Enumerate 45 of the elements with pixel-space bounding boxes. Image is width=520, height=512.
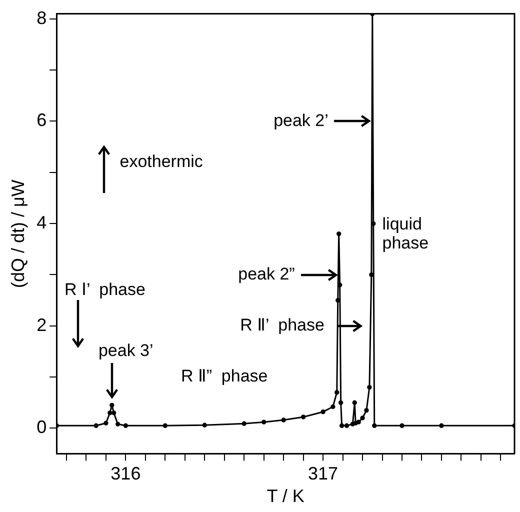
point (372, 423, 377, 428)
point (123, 423, 128, 428)
y-tick-label: 4 (36, 212, 47, 233)
point (110, 402, 114, 408)
point (104, 420, 108, 426)
point (94, 423, 98, 428)
y-axis-title: (dQ / dt) / μW (8, 180, 28, 288)
y-tick-label: 2 (36, 314, 47, 335)
annotation: peak 3’ (98, 340, 154, 360)
x-tick-label: 317 (308, 464, 338, 484)
x-tick-label: 316 (110, 464, 141, 484)
point (364, 408, 369, 413)
point (320, 409, 326, 414)
point (344, 423, 350, 428)
point (242, 421, 246, 426)
point (338, 400, 344, 405)
point (360, 416, 365, 420)
point (261, 420, 266, 424)
x-axis-title: T / K (266, 486, 304, 506)
y-tick-label: 0 (36, 417, 47, 438)
annotation: R Ⅰ’ phase (64, 280, 146, 299)
point (281, 418, 286, 422)
point (162, 423, 168, 428)
annotation: R Ⅱ” phase (180, 366, 268, 386)
point (111, 410, 116, 416)
annotation: peak 2” (238, 264, 296, 284)
annotation: peak 2’ (274, 110, 328, 130)
point (400, 423, 404, 428)
point (300, 414, 306, 420)
point (334, 390, 340, 395)
annotation: liquid phase (382, 214, 429, 252)
point (115, 422, 120, 426)
point (336, 231, 342, 236)
point (108, 410, 112, 416)
point (439, 423, 444, 428)
point (356, 420, 361, 424)
point (330, 404, 336, 410)
point (352, 400, 357, 405)
point (339, 423, 344, 428)
annotation: exothermic (120, 152, 204, 171)
y-tick-label: 6 (36, 110, 47, 130)
point (367, 384, 372, 390)
point (202, 422, 207, 428)
annotation: R Ⅱ’ phase (240, 316, 324, 335)
y-tick-label: 8 (36, 8, 47, 28)
